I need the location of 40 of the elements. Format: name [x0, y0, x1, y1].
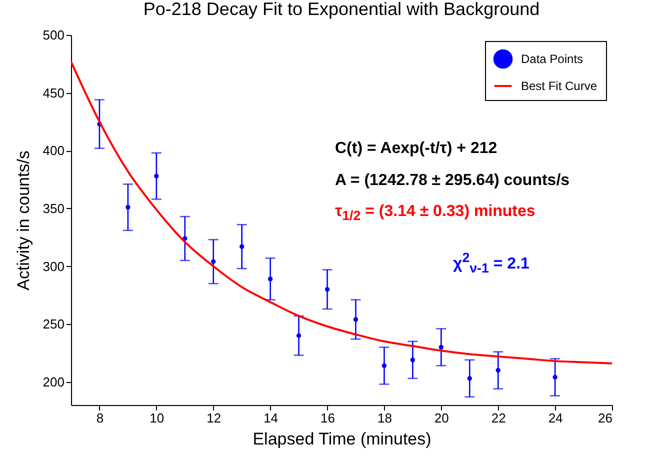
- y-axis-title: Activity in counts/s: [14, 150, 33, 290]
- x-tick-label: 12: [206, 410, 222, 426]
- x-tick-label: 26: [598, 410, 612, 426]
- point: [552, 374, 558, 380]
- x-axis-title: Elapsed Time (minutes): [252, 430, 432, 448]
- annotation: A = (1242.78 ± 295.64) counts/s: [335, 172, 570, 190]
- y-tick-label: 400: [42, 143, 64, 158]
- y-tick-label: 200: [42, 374, 64, 390]
- point: [324, 287, 330, 292]
- point: [154, 174, 159, 178]
- y-tick-label: 450: [42, 85, 64, 100]
- y-tick-label: 250: [42, 316, 64, 332]
- point: [467, 376, 472, 381]
- annotation: C(t) = Aexp(-t/τ) + 212: [335, 140, 498, 158]
- point: [211, 259, 216, 264]
- x-tick-label: 10: [150, 410, 164, 426]
- point: [410, 358, 416, 362]
- y-tick-label: 500: [42, 28, 64, 42]
- legend-label: Best Fit Curve: [521, 79, 598, 93]
- point: [268, 276, 273, 282]
- x-tick-label: 22: [491, 410, 506, 426]
- point: [496, 368, 500, 373]
- x-tick-label: 24: [548, 410, 563, 426]
- point: [239, 244, 244, 249]
- x-tick-label: 14: [264, 410, 278, 426]
- annotation: χ$^{2}$$_{ν-1}$ = 2.1: [453, 250, 530, 276]
- point: [438, 344, 444, 350]
- x-tick-label: 8: [96, 410, 104, 426]
- x-tick-label: 16: [320, 410, 335, 426]
- point: [382, 363, 387, 368]
- point: [296, 333, 302, 338]
- legend-label: Data Points: [521, 52, 584, 66]
- x-tick-label: 20: [434, 410, 449, 426]
- annotation: τ$_{1/2}$ = (3.14 ± 0.33) minutes: [335, 203, 536, 224]
- y-tick-label: 350: [42, 200, 64, 216]
- y-tick-label: 300: [42, 258, 64, 274]
- point: [353, 317, 358, 322]
- point: [126, 204, 130, 210]
- chart-title: Po-218 Decay Fit to Exponential with Background: [143, 0, 540, 19]
- x-tick-label: 18: [377, 410, 392, 426]
